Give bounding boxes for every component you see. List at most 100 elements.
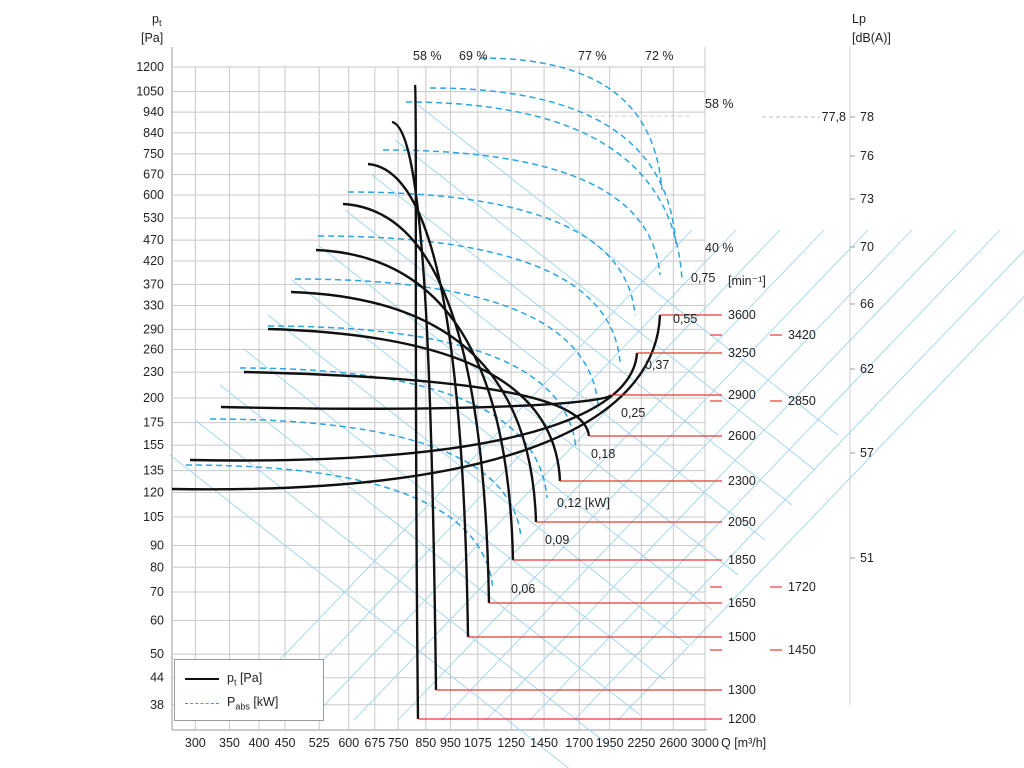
- x-tick-label: 450: [275, 736, 296, 750]
- pressure-curve: [413, 84, 420, 720]
- efficiency-label: 72 %: [645, 49, 674, 63]
- efficiency-label: 58 %: [705, 97, 734, 111]
- power-label: 0,37: [645, 358, 669, 372]
- system-line: [244, 349, 666, 681]
- y-tick-label: 155: [143, 438, 164, 452]
- y-tick-label: 940: [143, 105, 164, 119]
- rpm-label: 3250: [728, 346, 756, 360]
- rpm-label: 1850: [728, 553, 756, 567]
- efficiency-label: 69 %: [459, 49, 488, 63]
- y-tick-label: 38: [150, 698, 164, 712]
- efficiency-label: 77 %: [578, 49, 607, 63]
- pressure-curve: [342, 202, 491, 604]
- efficiency-curves: [185, 57, 683, 591]
- y-axis-unit: [Pa]: [141, 31, 163, 45]
- lp-axis-unit: [dB(A)]: [852, 31, 891, 45]
- y-tick-label: 600: [143, 188, 164, 202]
- lp-tick-label: 57: [860, 446, 874, 460]
- system-line: [194, 419, 616, 751]
- pressure-curve: [171, 314, 662, 491]
- rpm-label-right: 1720: [788, 580, 816, 594]
- power-curve: [429, 87, 677, 246]
- efficiency-ray: [529, 229, 1001, 721]
- lp-tick-label: 66: [860, 297, 874, 311]
- rpm-label: 1300: [728, 683, 756, 697]
- lp-tick-label: 62: [860, 362, 874, 376]
- x-tick-label: 400: [249, 736, 270, 750]
- power-curve: [479, 57, 663, 191]
- power-curve: [405, 101, 683, 281]
- efficiency-label: 40 %: [705, 241, 734, 255]
- lp-axis-title: Lp: [852, 12, 866, 26]
- system-line: [317, 244, 739, 576]
- system-line: [169, 454, 570, 768]
- efficiency-ray: [617, 296, 1024, 721]
- power-curve: [209, 418, 522, 539]
- x-tick-label: 3000: [691, 736, 719, 750]
- system-line: [417, 104, 839, 436]
- pressure-curve: [290, 290, 538, 523]
- y-tick-label: 1200: [136, 60, 164, 74]
- power-curve: [347, 191, 636, 316]
- system-line: [394, 139, 816, 471]
- rpm-label: 2900: [728, 388, 756, 402]
- lp-marker-label: 77,8: [822, 110, 846, 124]
- y-tick-label: 120: [143, 485, 164, 499]
- x-tick-label: 2600: [659, 736, 687, 750]
- rpm-label: 1200: [728, 712, 756, 726]
- power-curve: [382, 149, 661, 276]
- pressure-curve: [220, 394, 613, 410]
- y-tick-label: 670: [143, 168, 164, 182]
- rpm-label: 2300: [728, 474, 756, 488]
- y-tick-label: 470: [143, 233, 164, 247]
- rpm-label-right: 3420: [788, 328, 816, 342]
- legend-item-pressure: pt [Pa]: [185, 670, 262, 688]
- y-tick-label: 80: [150, 560, 164, 574]
- y-tick-label: 60: [150, 613, 164, 627]
- y-tick-label: 90: [150, 539, 164, 553]
- rpm-label-right: 1450: [788, 643, 816, 657]
- y-tick-label: 260: [143, 343, 164, 357]
- rpm-label: 1650: [728, 596, 756, 610]
- y-tick-label: 70: [150, 585, 164, 599]
- pressure-curve: [315, 248, 515, 561]
- y-tick-label: 370: [143, 277, 164, 291]
- x-tick-label: 1700: [565, 736, 593, 750]
- rpm-label: 3600: [728, 308, 756, 322]
- efficiency-ray: [573, 250, 1024, 721]
- power-curve: [294, 278, 599, 406]
- x-tick-label: 950: [440, 736, 461, 750]
- axis-labels: 1200 1050 940 840 750 670 600 530 470 420 370 330 29…: [136, 12, 891, 750]
- x-tick-label: 1450: [530, 736, 558, 750]
- rpm-label-right: 2850: [788, 394, 816, 408]
- y-tick-label: 230: [143, 365, 164, 379]
- efficiency-ray: [265, 229, 737, 721]
- power-label: 0,09: [545, 533, 569, 547]
- power-label: 0,18: [591, 447, 615, 461]
- rpm-label: 2050: [728, 515, 756, 529]
- y-tick-label: 1050: [136, 85, 164, 99]
- y-tick-label: 135: [143, 464, 164, 478]
- x-tick-label: 1075: [464, 736, 492, 750]
- rpm-label: 1500: [728, 630, 756, 644]
- x-tick-label: 600: [338, 736, 359, 750]
- system-line: [344, 209, 766, 541]
- rpm-label: 2600: [728, 429, 756, 443]
- efficiency-ray: [441, 229, 913, 721]
- efficiency-ray: [309, 229, 781, 721]
- pressure-curve: [391, 120, 438, 691]
- power-label: 0,75: [691, 271, 715, 285]
- power-label: 0,55: [673, 312, 697, 326]
- y-tick-label: 530: [143, 211, 164, 225]
- x-tick-label: 750: [388, 736, 409, 750]
- x-tick-label: 675: [364, 736, 385, 750]
- y-tick-label: 105: [143, 510, 164, 524]
- y-axis-title: pt: [152, 12, 162, 28]
- efficiency-ray: [397, 229, 869, 721]
- legend: pt [Pa] Pabs [kW]: [174, 659, 324, 721]
- legend-swatch-dashed: [185, 702, 219, 704]
- x-axis-title: Q [m³/h]: [721, 736, 766, 750]
- lp-tick-label: 73: [860, 192, 874, 206]
- lp-tick-label: 78: [860, 110, 874, 124]
